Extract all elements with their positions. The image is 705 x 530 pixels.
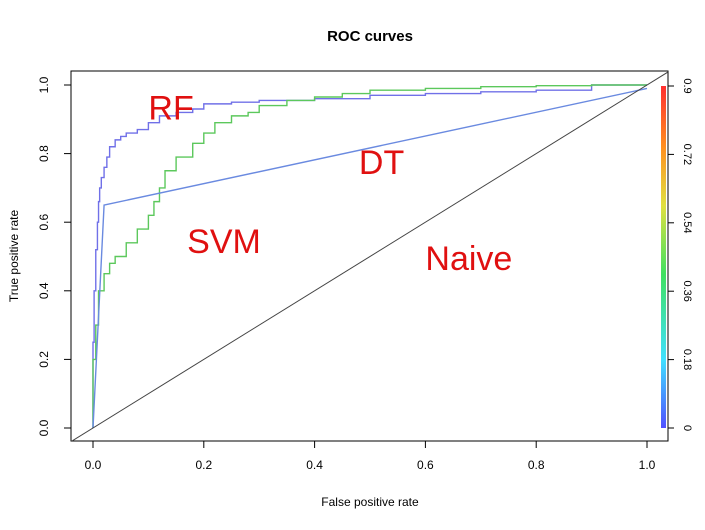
- colorbar-tick-label: 0.72: [681, 144, 693, 165]
- plot-frame: [70, 70, 669, 442]
- roc-line-svm: [92, 84, 647, 428]
- x-tick-label: 0.2: [195, 458, 212, 472]
- y-tick-label: 0.6: [37, 214, 51, 231]
- colorbar-tick-label: 0.18: [681, 349, 693, 370]
- x-tick-label: 0.0: [85, 458, 102, 472]
- y-tick-label: 0.2: [37, 351, 51, 368]
- roc-line-dt: [92, 87, 648, 429]
- annotation-svm: SVM: [187, 223, 261, 261]
- annotation-naive: Naive: [425, 240, 512, 278]
- y-tick-label: 0.4: [37, 282, 51, 299]
- colorbar-ticks: 0 0.18 0.36 0.54 0.72 0.9: [668, 78, 693, 431]
- roc-line-naive: [71, 71, 668, 441]
- colorbar-tick-label: 0.36: [681, 280, 693, 301]
- roc-line-rf: [92, 84, 647, 428]
- y-tick-label: 0.8: [37, 145, 51, 162]
- chart-title: ROC curves: [327, 28, 413, 45]
- x-tick-label: 0.4: [306, 458, 323, 472]
- y-tick-label: 1.0: [37, 76, 51, 93]
- axis-ticks: 0.0 0.2 0.4 0.6 0.8 1.0 0.0 0.2 0.4 0.6 0.8 1.0: [37, 76, 656, 472]
- annotation-rf: RF: [148, 89, 193, 127]
- colorbar-tick-label: 0.9: [681, 78, 693, 93]
- x-tick-label: 1.0: [639, 458, 656, 472]
- y-axis-label: True positive rate: [7, 210, 21, 303]
- roc-curves: [71, 71, 668, 441]
- y-tick-label: 0.0: [37, 419, 51, 436]
- x-axis-label: False positive rate: [321, 495, 419, 509]
- colorbar-tick-label: 0.54: [681, 212, 693, 233]
- x-tick-label: 0.6: [417, 458, 434, 472]
- colorbar: [661, 86, 666, 428]
- annotation-dt: DT: [359, 144, 404, 182]
- x-tick-label: 0.8: [528, 458, 545, 472]
- curve-annotations: RF SVM DT Naive: [148, 89, 512, 278]
- colorbar-tick-label: 0: [681, 425, 693, 431]
